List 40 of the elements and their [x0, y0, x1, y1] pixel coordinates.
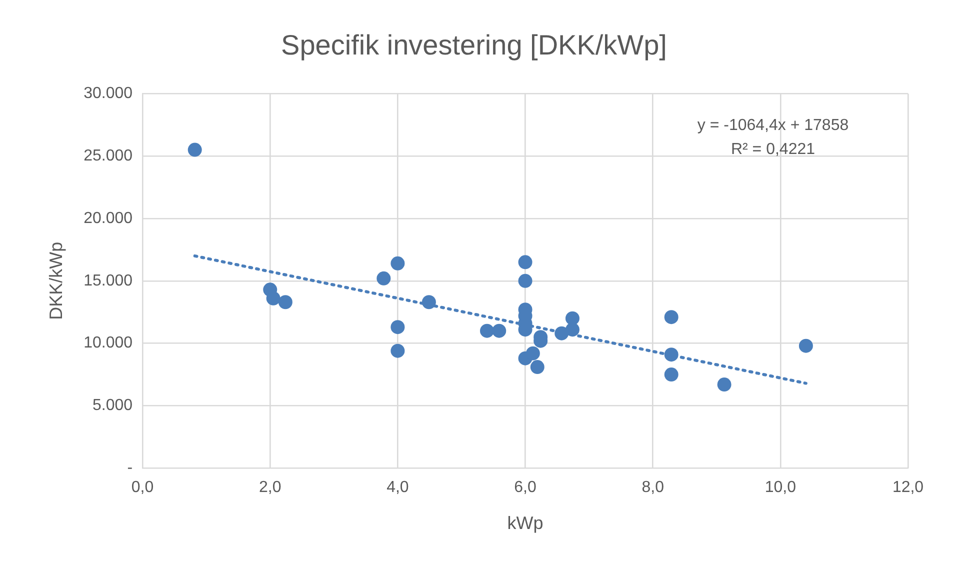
x-tick-label: 8,0 [642, 479, 664, 496]
x-tick-label: 6,0 [514, 479, 536, 496]
x-tick-label: 4,0 [386, 479, 409, 496]
y-tick-label: 30.000 [84, 85, 133, 102]
point [376, 271, 391, 286]
annotation: R² = 0,4221 [730, 141, 816, 158]
point [266, 291, 280, 306]
chart-title: Specifik investering [DKK/kWp] [281, 30, 667, 61]
y-tick-label: 5.000 [92, 397, 133, 414]
point [278, 295, 292, 310]
point [565, 322, 580, 337]
point [422, 295, 436, 310]
point [664, 310, 678, 324]
y-tick-label: 25.000 [84, 147, 133, 164]
x-tick-label: 0,0 [131, 479, 154, 496]
point [664, 368, 678, 382]
point [390, 320, 405, 334]
point [664, 348, 678, 362]
point [518, 274, 532, 288]
point [554, 326, 569, 340]
point [717, 378, 732, 392]
point [480, 324, 494, 338]
y-tick-label: 15.000 [84, 272, 133, 290]
x-tick-label: 10,0 [764, 479, 796, 496]
point [390, 344, 405, 358]
point [798, 338, 813, 353]
point [492, 324, 506, 338]
x-tick-label: 2,0 [258, 479, 282, 496]
point [390, 256, 405, 270]
y-tick-label: 20.000 [84, 210, 133, 227]
point [530, 360, 544, 374]
y-tick-label: 10.000 [84, 334, 133, 352]
x-axis-title: kWp [507, 513, 544, 534]
point [188, 142, 202, 157]
y-axis-title: DKK/kWp [46, 242, 66, 320]
point [526, 346, 540, 360]
x-tick-label: 12,0 [892, 479, 924, 496]
annotation: y = -1064,4x + 17858 [697, 117, 849, 134]
point [518, 255, 532, 270]
y-tick-label: - [127, 460, 133, 477]
